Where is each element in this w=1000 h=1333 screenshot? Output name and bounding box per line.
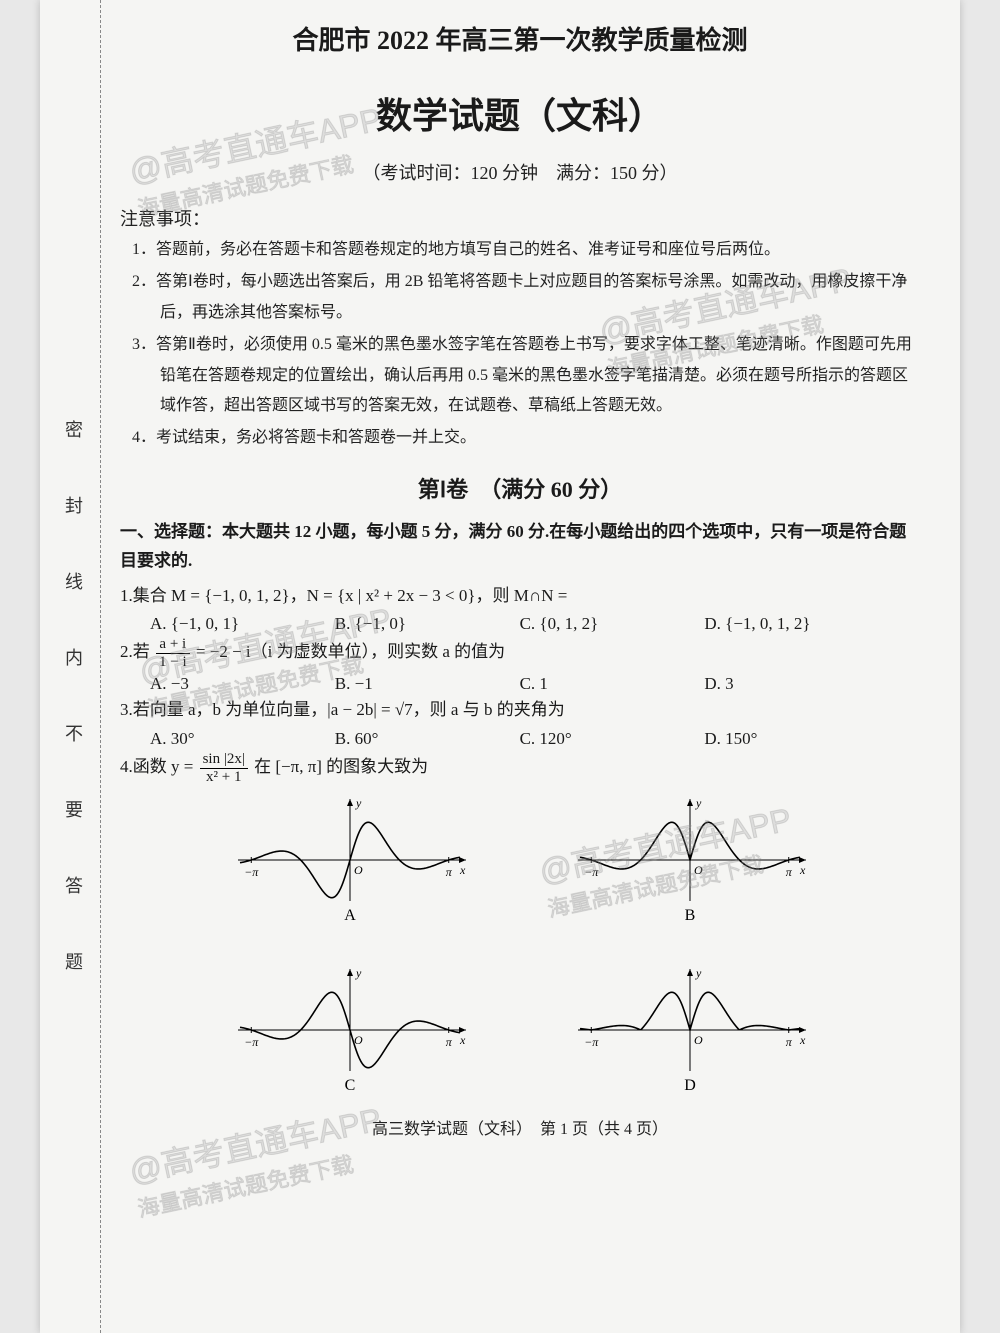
svg-text:x: x bbox=[799, 1033, 806, 1047]
binding-margin: 密 封 线 内 不 要 答 题 bbox=[40, 0, 101, 1333]
question-3: 3.若向量 a，b 为单位向量，|a − 2b| = √7，则 a 与 b 的夹… bbox=[120, 696, 920, 725]
svg-text:O: O bbox=[694, 863, 703, 877]
notice-item: 3．答第Ⅱ卷时，必须使用 0.5 毫米的黑色墨水签字笔在答题卷上书写，要求字体工… bbox=[160, 330, 920, 421]
notice-title: 注意事项： bbox=[120, 205, 920, 231]
option: A. 30° bbox=[150, 729, 335, 749]
graph-label: B bbox=[570, 907, 810, 925]
question-2-options: A. −3 B. −1 C. 1 D. 3 bbox=[120, 674, 920, 696]
option: C. 1 bbox=[520, 674, 705, 694]
svg-text:y: y bbox=[355, 796, 362, 810]
svg-text:O: O bbox=[694, 1033, 703, 1047]
notice-list: 1．答题前，务必在答题卡和答题卷规定的地方填写自己的姓名、准考证号和座位号后两位… bbox=[120, 235, 920, 454]
option: A. {−1, 0, 1} bbox=[150, 614, 335, 634]
graph-b-svg: x y O −π π bbox=[570, 795, 810, 905]
svg-text:O: O bbox=[354, 863, 363, 877]
option: B. 60° bbox=[335, 729, 520, 749]
question-2: 2.若 a + i 1 − i = −2 − i（i 为虚数单位），则实数 a … bbox=[120, 636, 920, 670]
graph-d-svg: x y O −π π bbox=[570, 965, 810, 1075]
fraction: sin |2x| x² + 1 bbox=[200, 751, 248, 785]
svg-text:x: x bbox=[799, 863, 806, 877]
q4-prefix: 4.函数 y = bbox=[120, 757, 193, 776]
graph-label: D bbox=[570, 1077, 810, 1095]
question-4: 4.函数 y = sin |2x| x² + 1 在 [−π, π] 的图象大致… bbox=[120, 751, 920, 785]
option: D. 3 bbox=[704, 674, 889, 694]
denominator: x² + 1 bbox=[200, 769, 248, 786]
svg-text:O: O bbox=[354, 1033, 363, 1047]
svg-text:−π: −π bbox=[584, 865, 599, 879]
graph-label: C bbox=[230, 1077, 470, 1095]
q4-suffix: 在 [−π, π] 的图象大致为 bbox=[254, 757, 428, 776]
option: C. 120° bbox=[520, 729, 705, 749]
notice-item: 4．考试结束，务必将答题卡和答题卷一并上交。 bbox=[160, 423, 920, 453]
svg-text:π: π bbox=[446, 1035, 453, 1049]
svg-text:π: π bbox=[786, 1035, 793, 1049]
choice-intro: 一、选择题：本大题共 12 小题，每小题 5 分，满分 60 分.在每小题给出的… bbox=[120, 518, 920, 576]
binding-text: 密 封 线 内 不 要 答 题 bbox=[60, 420, 86, 990]
svg-text:π: π bbox=[446, 865, 453, 879]
svg-text:π: π bbox=[786, 865, 793, 879]
svg-text:y: y bbox=[695, 796, 702, 810]
option: A. −3 bbox=[150, 674, 335, 694]
graph-a: x y O −π π A bbox=[230, 795, 470, 925]
graph-a-svg: x y O −π π bbox=[230, 795, 470, 905]
header-title: 合肥市 2022 年高三第一次教学质量检测 bbox=[120, 20, 920, 57]
denominator: 1 − i bbox=[156, 654, 190, 671]
numerator: sin |2x| bbox=[200, 751, 248, 769]
svg-text:y: y bbox=[695, 966, 702, 980]
page-footer: 高三数学试题（文科） 第 1 页（共 4 页） bbox=[120, 1115, 920, 1139]
graph-c: x y O −π π C bbox=[230, 965, 470, 1095]
svg-text:x: x bbox=[459, 863, 466, 877]
svg-text:−π: −π bbox=[584, 1035, 599, 1049]
graph-b: x y O −π π B bbox=[570, 795, 810, 925]
section-1-title: 第Ⅰ卷 （满分 60 分） bbox=[120, 472, 920, 504]
svg-text:−π: −π bbox=[244, 865, 259, 879]
graph-d: x y O −π π D bbox=[570, 965, 810, 1095]
svg-text:−π: −π bbox=[244, 1035, 259, 1049]
exam-info: （考试时间：120 分钟 满分：150 分） bbox=[120, 159, 920, 185]
svg-text:x: x bbox=[459, 1033, 466, 1047]
graph-options: x y O −π π A x y O −π π B x y O −π π C x y O −π π D bbox=[120, 795, 920, 1095]
subject-title: 数学试题（文科） bbox=[120, 87, 920, 139]
option: D. {−1, 0, 1, 2} bbox=[704, 614, 889, 634]
svg-text:y: y bbox=[355, 966, 362, 980]
option: B. {−1, 0} bbox=[335, 614, 520, 634]
option: B. −1 bbox=[335, 674, 520, 694]
notice-item: 1．答题前，务必在答题卡和答题卷规定的地方填写自己的姓名、准考证号和座位号后两位… bbox=[160, 235, 920, 265]
q2-suffix: = −2 − i（i 为虚数单位），则实数 a 的值为 bbox=[196, 642, 505, 661]
exam-page: 密 封 线 内 不 要 答 题 合肥市 2022 年高三第一次教学质量检测 数学… bbox=[40, 0, 960, 1333]
question-3-options: A. 30° B. 60° C. 120° D. 150° bbox=[120, 729, 920, 751]
question-1-options: A. {−1, 0, 1} B. {−1, 0} C. {0, 1, 2} D.… bbox=[120, 614, 920, 636]
q2-prefix: 2.若 bbox=[120, 642, 150, 661]
graph-c-svg: x y O −π π bbox=[230, 965, 470, 1075]
numerator: a + i bbox=[156, 636, 190, 654]
fraction: a + i 1 − i bbox=[156, 636, 190, 670]
option: C. {0, 1, 2} bbox=[520, 614, 705, 634]
question-1: 1.集合 M = {−1, 0, 1, 2}，N = {x | x² + 2x … bbox=[120, 582, 920, 611]
notice-item: 2．答第Ⅰ卷时，每小题选出答案后，用 2B 铅笔将答题卡上对应题目的答案标号涂黑… bbox=[160, 267, 920, 328]
option: D. 150° bbox=[704, 729, 889, 749]
graph-label: A bbox=[230, 907, 470, 925]
